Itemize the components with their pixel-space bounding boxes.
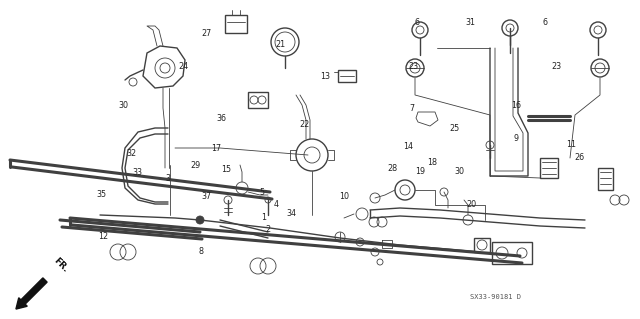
Text: 21: 21 <box>275 40 285 49</box>
Text: 26: 26 <box>575 153 585 162</box>
Circle shape <box>196 216 204 224</box>
Text: 3: 3 <box>166 174 171 183</box>
Bar <box>598 168 613 190</box>
Text: SX33-90181 D: SX33-90181 D <box>470 294 522 300</box>
Bar <box>225 15 247 33</box>
Bar <box>492 242 532 264</box>
Text: 16: 16 <box>511 101 521 110</box>
Text: 30: 30 <box>454 167 465 176</box>
Text: 30: 30 <box>118 101 129 110</box>
Text: 37: 37 <box>202 192 212 201</box>
Text: 13: 13 <box>320 72 330 81</box>
Text: 7: 7 <box>410 104 415 113</box>
Text: 5: 5 <box>259 189 264 197</box>
Bar <box>474 238 490 252</box>
Text: 23: 23 <box>408 63 419 71</box>
Text: 33: 33 <box>132 168 143 177</box>
Text: 19: 19 <box>415 167 425 176</box>
Text: 14: 14 <box>403 142 413 151</box>
Text: 25: 25 <box>449 124 460 133</box>
Text: 9: 9 <box>513 134 518 143</box>
Text: 11: 11 <box>566 140 577 149</box>
Text: 6: 6 <box>415 18 420 27</box>
Text: 27: 27 <box>202 29 212 38</box>
Text: FR.: FR. <box>52 256 70 274</box>
Text: 23: 23 <box>552 63 562 71</box>
Text: 20: 20 <box>466 200 476 209</box>
Text: 35: 35 <box>96 190 106 199</box>
Text: 4: 4 <box>274 200 279 209</box>
Text: 6: 6 <box>543 18 548 27</box>
Text: 18: 18 <box>428 158 438 167</box>
Bar <box>338 70 356 82</box>
Text: 22: 22 <box>300 120 310 129</box>
Bar <box>540 158 558 178</box>
Text: 34: 34 <box>287 209 297 218</box>
Text: 8: 8 <box>198 247 204 256</box>
Text: 1: 1 <box>261 213 266 222</box>
Text: 10: 10 <box>339 192 349 201</box>
Text: 28: 28 <box>388 164 398 173</box>
Text: 36: 36 <box>216 114 227 122</box>
Text: 32: 32 <box>126 149 136 158</box>
Text: 29: 29 <box>190 161 200 170</box>
Text: 2: 2 <box>266 225 271 234</box>
Text: 12: 12 <box>98 232 108 241</box>
Text: 24: 24 <box>178 63 188 71</box>
Text: 31: 31 <box>466 18 476 27</box>
FancyArrow shape <box>16 278 47 309</box>
Bar <box>248 92 268 108</box>
Text: 15: 15 <box>221 165 231 174</box>
Text: 17: 17 <box>211 144 221 153</box>
